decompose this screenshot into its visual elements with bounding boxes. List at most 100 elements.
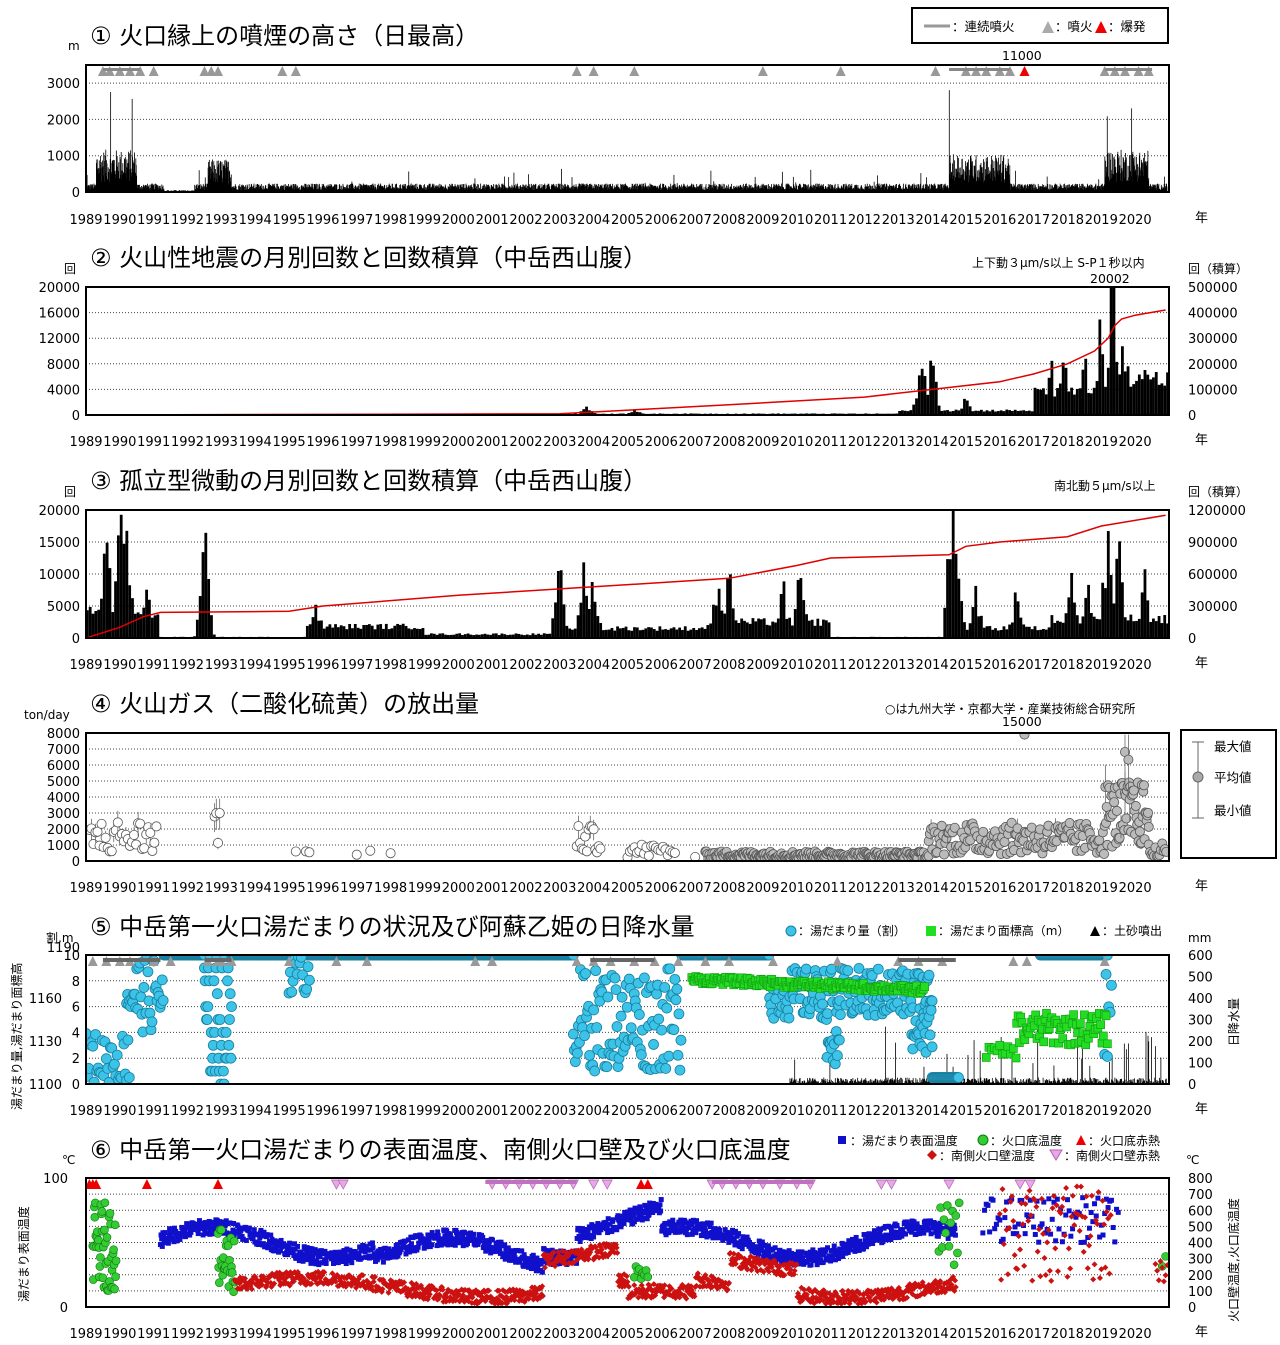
monthly-bar bbox=[974, 585, 978, 638]
x-tick-label: 1991 bbox=[137, 658, 170, 673]
panel-5-points bbox=[86, 955, 1117, 1084]
monthly-bar bbox=[1160, 383, 1164, 415]
monthly-bar bbox=[1152, 377, 1155, 415]
monthly-bar bbox=[1132, 384, 1136, 415]
monthly-bar bbox=[960, 601, 964, 638]
monthly-bar bbox=[717, 588, 721, 638]
monthly-bar bbox=[819, 625, 823, 638]
monthly-bar bbox=[528, 635, 532, 638]
monthly-bar bbox=[365, 624, 368, 638]
x-tick-label: 2002 bbox=[509, 435, 542, 450]
monthly-bar bbox=[1084, 358, 1088, 415]
y-tick-label: 500000 bbox=[1188, 281, 1238, 296]
continuous-eruption-bar bbox=[1104, 68, 1153, 71]
monthly-bar bbox=[500, 633, 504, 638]
monthly-bar bbox=[1075, 388, 1079, 415]
monthly-bar bbox=[1047, 377, 1051, 415]
x-tick-label: 2001 bbox=[476, 658, 509, 673]
monthly-bar bbox=[706, 625, 710, 638]
so2-point bbox=[595, 843, 606, 854]
monthly-bar bbox=[407, 628, 411, 638]
monthly-bar bbox=[582, 562, 586, 638]
x-tick-label: 1992 bbox=[171, 881, 204, 896]
monthly-bar bbox=[367, 624, 371, 638]
monthly-bar bbox=[396, 623, 399, 638]
monthly-bar bbox=[1106, 531, 1110, 638]
monthly-bar bbox=[813, 625, 817, 638]
monthly-bar bbox=[1104, 386, 1107, 415]
panel-1-grid bbox=[86, 82, 1169, 157]
x-tick-label: 1997 bbox=[340, 435, 373, 450]
monthly-bar bbox=[1160, 623, 1164, 638]
lake-volume-point bbox=[90, 1029, 101, 1040]
monthly-bar bbox=[1126, 366, 1130, 415]
so2-point bbox=[690, 852, 701, 861]
monthly-bar bbox=[523, 635, 526, 638]
monthly-bar bbox=[666, 629, 670, 638]
legend-mean: 平均値 bbox=[1214, 770, 1252, 785]
monthly-bar bbox=[920, 368, 924, 415]
monthly-bar bbox=[616, 626, 619, 638]
monthly-bar bbox=[985, 626, 989, 638]
monthly-bar bbox=[573, 628, 577, 638]
monthly-bar bbox=[630, 630, 634, 638]
monthly-bar bbox=[537, 633, 541, 638]
monthly-bar bbox=[119, 514, 123, 638]
monthly-bar bbox=[376, 624, 380, 638]
x-tick-label: 2003 bbox=[543, 213, 576, 228]
x-tick-label: 2006 bbox=[645, 435, 678, 450]
monthly-bar bbox=[728, 574, 732, 638]
x-tick-label: 1990 bbox=[103, 213, 136, 228]
y-tick-label: 0 bbox=[72, 186, 80, 201]
x-tick-label: 2007 bbox=[679, 658, 712, 673]
x-tick-label: 1994 bbox=[239, 881, 272, 896]
monthly-bar bbox=[703, 628, 707, 638]
monthly-bar bbox=[1109, 574, 1113, 638]
monthly-bar bbox=[531, 633, 535, 638]
y-tick-label: 1200000 bbox=[1188, 504, 1246, 519]
x-tick-label: 2001 bbox=[476, 881, 509, 896]
monthly-bar bbox=[740, 618, 744, 638]
so2-point bbox=[588, 824, 599, 835]
x-tick-label: 1994 bbox=[239, 658, 272, 673]
panel-2-ylabel-right: 回（積算） bbox=[1188, 261, 1248, 276]
monthly-bar bbox=[105, 542, 109, 638]
monthly-bar bbox=[635, 411, 639, 415]
monthly-bar bbox=[720, 610, 724, 638]
lake-volume-point bbox=[144, 1007, 156, 1019]
eruption-marker bbox=[571, 66, 582, 76]
lake-volume-point bbox=[201, 1014, 213, 1025]
monthly-bar bbox=[133, 613, 137, 638]
so2-point bbox=[939, 849, 950, 860]
monthly-bar bbox=[1154, 621, 1158, 638]
monthly-bar bbox=[585, 595, 588, 638]
y-tick-label: 15000 bbox=[39, 536, 80, 551]
y-tick-label: 4000 bbox=[47, 791, 80, 806]
x-tick-label: 2006 bbox=[645, 881, 678, 896]
monthly-bar bbox=[1166, 623, 1169, 638]
monthly-bar bbox=[791, 625, 794, 638]
monthly-bar bbox=[647, 627, 650, 638]
monthly-bar bbox=[410, 629, 414, 638]
x-tick-label: 1998 bbox=[374, 213, 407, 228]
monthly-bar bbox=[418, 628, 422, 638]
monthly-bar bbox=[655, 630, 659, 638]
monthly-bar bbox=[1095, 380, 1099, 415]
y-tick-label: 0 bbox=[1188, 409, 1196, 424]
panel-volcanic-earthquakes: ② 火山性地震の月別回数と回数積算（中岳西山腹） 回 回（積算） 上下動３μm/… bbox=[39, 244, 1248, 450]
monthly-bar bbox=[638, 412, 642, 415]
monthly-bar bbox=[641, 629, 645, 638]
monthly-bar bbox=[633, 627, 636, 638]
monthly-bar bbox=[618, 628, 622, 638]
x-tick-label: 1998 bbox=[374, 881, 407, 896]
monthly-bar bbox=[1067, 391, 1071, 415]
monthly-bar bbox=[554, 602, 557, 638]
monthly-bar bbox=[139, 614, 143, 638]
so2-point bbox=[151, 821, 162, 832]
monthly-bar bbox=[991, 409, 995, 415]
monthly-bar bbox=[466, 633, 470, 638]
monthly-bar bbox=[751, 618, 755, 638]
x-tick-label: 2018 bbox=[1051, 658, 1084, 673]
x-tick-label: 2020 bbox=[1119, 881, 1152, 896]
monthly-bar bbox=[985, 410, 989, 415]
